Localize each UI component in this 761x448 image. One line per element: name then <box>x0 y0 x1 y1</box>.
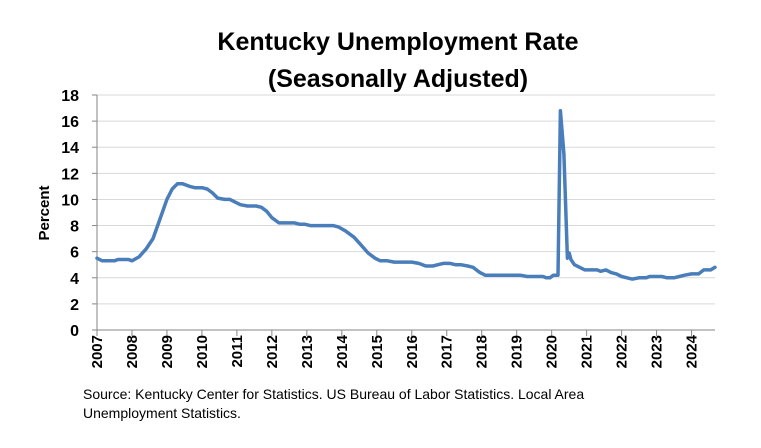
chart-title-line-2: (Seasonally Adjusted) <box>267 65 529 93</box>
y-tick-label: 0 <box>70 323 79 340</box>
chart-title-line-1: Kentucky Unemployment Rate <box>217 28 579 56</box>
x-tick-label: 2015 <box>369 335 386 368</box>
series-group <box>95 108 717 281</box>
x-tick-label: 2008 <box>124 335 141 368</box>
x-tick-label: 2023 <box>649 335 666 368</box>
x-tick-label: 2014 <box>334 334 351 368</box>
y-axis-label: Percent <box>36 185 53 240</box>
x-tick-label: 2007 <box>89 335 106 368</box>
x-tick-label: 2018 <box>474 335 491 368</box>
y-tick-label: 10 <box>61 192 79 209</box>
y-tick-labels: 0 2 4 6 8 10 12 14 16 18 <box>61 88 79 340</box>
x-tick-label: 2016 <box>404 335 421 368</box>
x-tick-label: 2024 <box>684 334 701 368</box>
x-tick-label: 2009 <box>159 335 176 368</box>
x-tick-labels: 2007 2008 2009 2010 2011 2012 2013 2014 2015 2016… <box>89 334 701 368</box>
x-tick-label: 2013 <box>299 335 316 368</box>
chart-title: Kentucky Unemployment Rate (Seasonally A… <box>0 24 761 98</box>
x-tick-label: 2010 <box>194 335 211 368</box>
x-tick-label: 2020 <box>544 335 561 368</box>
y-tick-label: 6 <box>70 245 79 262</box>
source-note: Source: Kentucky Center for Statistics. … <box>83 386 585 421</box>
y-tick-label: 14 <box>61 140 79 157</box>
y-tick-label: 8 <box>70 219 79 236</box>
y-tick-label: 12 <box>61 166 79 183</box>
y-tick-label: 4 <box>70 271 79 288</box>
y-tick-label: 18 <box>61 88 79 105</box>
x-tick-label: 2011 <box>229 335 246 368</box>
series-line <box>95 108 717 281</box>
axes <box>92 94 715 336</box>
x-tick-label: 2017 <box>439 335 456 368</box>
x-tick-label: 2021 <box>579 335 596 368</box>
y-tick-label: 2 <box>70 297 79 314</box>
x-tick-label: 2022 <box>614 335 631 368</box>
x-tick-label: 2019 <box>509 335 526 368</box>
x-tick-label: 2012 <box>264 335 281 368</box>
y-tick-label: 16 <box>61 114 79 131</box>
gridlines <box>97 94 715 305</box>
